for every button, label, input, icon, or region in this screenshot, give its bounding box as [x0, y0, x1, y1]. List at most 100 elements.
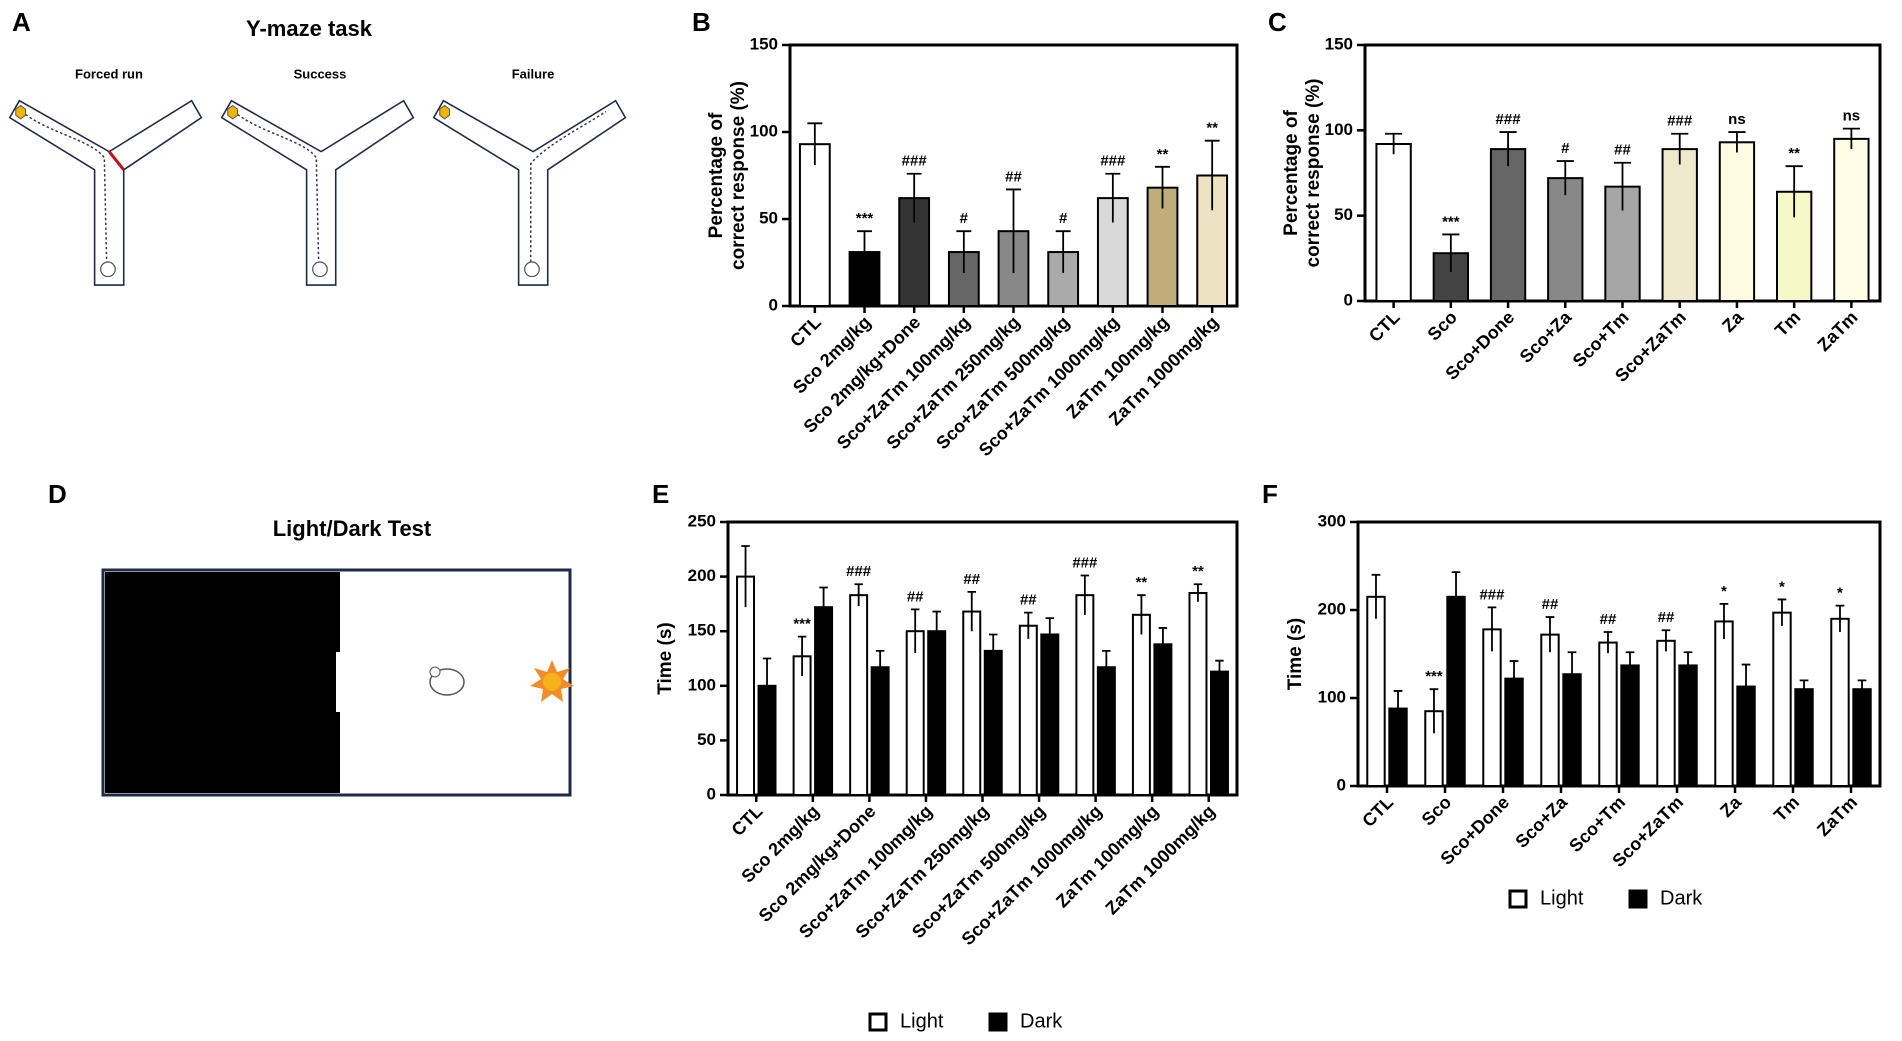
- significance: ##: [963, 571, 980, 588]
- panel-label: A: [12, 7, 31, 37]
- error-bar: [1835, 604, 1845, 632]
- y-tick-label: 250: [688, 511, 716, 530]
- bar: [1547, 177, 1584, 302]
- bar: [1776, 190, 1813, 302]
- error-bar: [1671, 132, 1689, 165]
- bar: [1714, 620, 1734, 787]
- significance: **: [1192, 563, 1204, 580]
- error-bar: [1799, 679, 1809, 698]
- x-tick-label: ZaTm 1000mg/kg: [1101, 801, 1218, 918]
- panel-label: E: [652, 479, 669, 509]
- error-bar: [1080, 574, 1090, 615]
- legend-swatch: [1628, 889, 1648, 909]
- error-bar: [1785, 165, 1803, 218]
- error-bar: [1545, 616, 1555, 653]
- y-tick-label: 100: [1318, 687, 1346, 706]
- bar: [1482, 628, 1502, 787]
- error-bar: [854, 583, 863, 607]
- significance: ns: [1728, 111, 1746, 128]
- panel-title: Y-maze task: [246, 16, 373, 41]
- error-bar: [1661, 629, 1671, 652]
- significance: *: [1779, 578, 1785, 595]
- bar: [1096, 666, 1116, 797]
- y-tick-label: 0: [707, 784, 716, 803]
- x-tick-label: Tm: [1771, 307, 1804, 340]
- bar: [905, 630, 925, 797]
- bar: [1620, 664, 1640, 787]
- error-bar: [1567, 651, 1577, 697]
- y-tick-label: 200: [688, 566, 716, 585]
- bar: [792, 655, 812, 796]
- light-dark-box: [101, 568, 574, 797]
- error-bar: [1499, 131, 1517, 167]
- error-bar: [807, 122, 823, 166]
- bar: [1446, 595, 1466, 787]
- bar: [983, 649, 1003, 797]
- bar: [1661, 148, 1698, 302]
- y-tick-label: 50: [759, 208, 778, 227]
- error-bar: [1155, 165, 1170, 209]
- error-bar: [1429, 688, 1439, 734]
- bar: [849, 594, 869, 796]
- error-bar: [1045, 617, 1055, 651]
- significance: ***: [856, 210, 874, 227]
- panel-title: Light/Dark Test: [273, 516, 432, 541]
- y-tick-label: 300: [1318, 511, 1346, 530]
- error-bar: [1006, 188, 1021, 273]
- y-tick-label: 150: [688, 621, 716, 640]
- error-bar: [1393, 690, 1403, 727]
- error-bar: [1741, 663, 1751, 709]
- error-bar: [875, 649, 885, 684]
- y-tick-label: 100: [1325, 120, 1353, 139]
- error-bar: [1556, 160, 1574, 196]
- y-tick-label: 150: [750, 34, 778, 53]
- y-tick-label: 50: [1334, 205, 1353, 224]
- bar: [798, 143, 831, 307]
- significance: ##: [1005, 168, 1022, 185]
- x-tick-label: Sco: [1424, 307, 1461, 344]
- error-bar: [1842, 127, 1860, 150]
- error-bar: [1451, 571, 1461, 622]
- error-bar: [1385, 132, 1403, 155]
- error-bar: [1158, 627, 1168, 661]
- y-axis-label: Time (s): [655, 622, 676, 695]
- error-bar: [741, 545, 750, 608]
- error-bar: [1055, 230, 1071, 273]
- x-tick-label: ZaTm: [1813, 307, 1861, 355]
- error-bar: [1193, 583, 1203, 602]
- y-tick-label: 0: [1337, 775, 1346, 794]
- y-maze: [220, 99, 415, 286]
- legend-label: Dark: [1020, 1010, 1063, 1032]
- error-bar: [956, 230, 972, 273]
- y-tick-label: 50: [697, 730, 716, 749]
- bar: [1489, 148, 1527, 302]
- bar: [1852, 688, 1872, 788]
- maze-label: Success: [294, 66, 347, 81]
- bar: [1718, 141, 1756, 302]
- bar: [1794, 688, 1814, 788]
- bar: [1188, 591, 1208, 796]
- bar: [1772, 611, 1792, 788]
- error-bar: [1719, 602, 1729, 640]
- x-tick-label: CTL: [1365, 307, 1404, 346]
- significance: ###: [1496, 111, 1522, 128]
- significance: **: [1206, 120, 1218, 137]
- bar: [870, 666, 890, 797]
- bar: [1830, 617, 1850, 787]
- significance: **: [1788, 145, 1800, 162]
- error-bar: [1777, 598, 1787, 626]
- bar: [1833, 137, 1870, 302]
- bar: [962, 610, 982, 796]
- bar: [1540, 633, 1560, 788]
- bar: [1075, 594, 1095, 796]
- significance: ##: [1542, 596, 1559, 613]
- significance: #: [1059, 210, 1068, 227]
- maze-label: Forced run: [75, 66, 143, 81]
- panel-label: D: [48, 479, 67, 509]
- bar: [1366, 595, 1386, 787]
- bar: [814, 606, 834, 797]
- error-bar: [1215, 659, 1224, 683]
- bar: [1153, 643, 1173, 797]
- significance: ##: [1020, 592, 1037, 609]
- bar: [1018, 624, 1038, 796]
